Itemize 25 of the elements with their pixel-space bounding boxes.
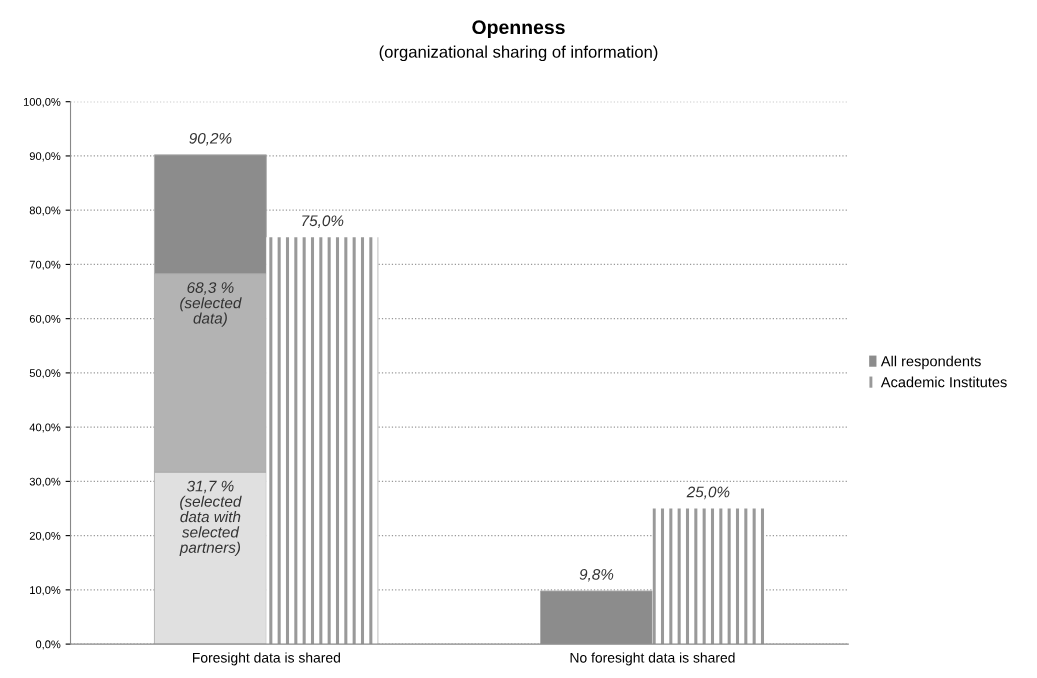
legend-label: All respondents — [880, 355, 981, 370]
total-label: 9,8% — [579, 568, 614, 582]
chart-title: Openness — [472, 20, 565, 38]
data-label: 75,0% — [302, 215, 344, 228]
y-tick-label: 70,0% — [29, 260, 61, 270]
y-tick-label: 40,0% — [29, 423, 61, 433]
bar — [652, 508, 765, 645]
annotation: 68,3 % (selected data) — [180, 282, 242, 327]
data-label: 31,7 % (selected data with selected partners) — [179, 480, 242, 556]
legend-label: Academic Institutes — [880, 376, 1007, 388]
text: Foresight data is shared — [193, 652, 340, 666]
y-tick-label: 90,0% — [29, 152, 61, 162]
y-tick-label: 100,0% — [23, 97, 61, 108]
y-tick-label: 60,0% — [29, 314, 61, 325]
y-tick-label: 0,0% — [35, 640, 61, 650]
y-tick-label: 80,0% — [29, 206, 61, 216]
total-label: 90,2% — [189, 132, 232, 146]
y-tick-label: 30,0% — [29, 477, 61, 487]
chart-subtitle: (organizational sharing of information) — [379, 45, 658, 62]
text: No foresight data is shared — [570, 652, 735, 666]
y-tick-label: 50,0% — [29, 369, 61, 379]
y-tick-label: 20,0% — [29, 531, 61, 542]
y-tick-label: 10,0% — [30, 586, 61, 596]
bar — [266, 237, 379, 645]
data-label: 25,0% — [686, 486, 730, 500]
